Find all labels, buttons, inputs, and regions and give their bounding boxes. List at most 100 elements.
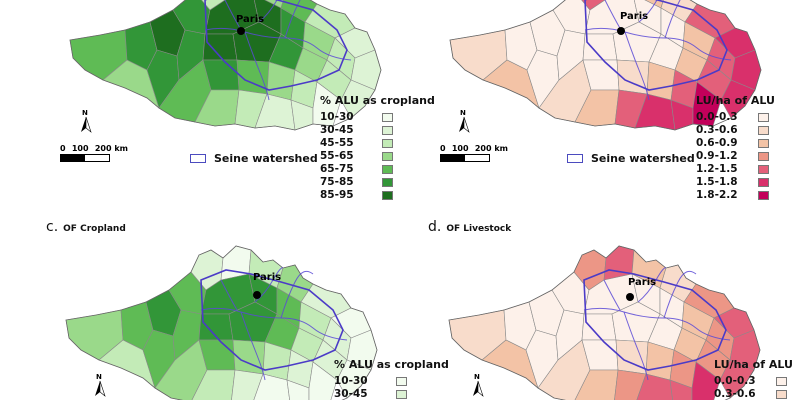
- paris-marker: [237, 27, 245, 35]
- legend-item: 85-95: [320, 189, 435, 201]
- legend-item-label: 10-30: [320, 111, 354, 123]
- paris-label: Paris: [628, 277, 656, 288]
- river-line: [240, 311, 266, 381]
- legend-item: 1.5-1.8: [696, 176, 775, 188]
- watershed-swatch: [567, 154, 583, 163]
- north-arrow-icon: N: [92, 372, 108, 398]
- paris-marker: [617, 27, 625, 35]
- legend-title: LU/ha of ALU: [696, 94, 775, 107]
- map-region: [231, 369, 264, 400]
- legend-item: 0.3-0.6: [714, 388, 793, 400]
- legend-swatch: [382, 125, 393, 135]
- legend-item: 0.9-1.2: [696, 150, 775, 162]
- river-line: [623, 311, 649, 381]
- legend-item-label: 75-85: [320, 176, 354, 188]
- seine-watershed-outline: [583, 269, 727, 371]
- svg-text:N: N: [474, 373, 480, 381]
- map-d: Paris: [448, 245, 761, 400]
- seine-watershed-outline: [204, 0, 348, 91]
- watershed-legend: Seine watershed: [190, 152, 318, 165]
- paris-marker: [253, 291, 261, 299]
- legend-swatch: [382, 112, 393, 122]
- legend-b: LU/ha of ALU 0.0-0.3 0.3-0.6 0.6-0.9 0.9-1.…: [696, 94, 775, 202]
- legend-item-label: 0.6-0.9: [696, 137, 738, 149]
- map-panel-d: d. OF Livestock Paris N LU/ha of ALU 0.0-…: [400, 200, 800, 400]
- paris-label: Paris: [253, 272, 281, 283]
- map-region: [191, 369, 236, 400]
- legend-item: 10-30: [334, 375, 449, 387]
- legend-item: 0.3-0.6: [696, 124, 775, 136]
- legend-swatch: [758, 125, 769, 135]
- legend-item-label: 30-45: [320, 124, 354, 136]
- legend-item-label: 45-55: [320, 137, 354, 149]
- legend-swatch: [758, 138, 769, 148]
- map-b: Paris: [449, 0, 762, 131]
- legend-swatch: [396, 389, 407, 399]
- legend-item-label: 0.0-0.3: [696, 111, 738, 123]
- legend-item: 30-45: [334, 388, 449, 400]
- paris-label: Paris: [236, 14, 264, 25]
- legend-swatch: [382, 138, 393, 148]
- legend-item: 45-55: [320, 137, 435, 149]
- river-line: [244, 31, 270, 101]
- map-regions: [65, 245, 378, 400]
- legend-item-label: 55-65: [320, 150, 354, 162]
- map-a: Paris: [69, 0, 382, 131]
- legend-item: 30-45: [320, 124, 435, 136]
- river-line: [220, 279, 238, 311]
- map-region: [669, 379, 693, 400]
- country-outline: [448, 245, 761, 400]
- scale-bar: 0 100 200 km: [440, 144, 508, 162]
- river-line: [258, 0, 278, 23]
- legend-item: 0.0-0.3: [696, 111, 775, 123]
- legend-item-label: 10-30: [334, 375, 368, 387]
- watershed-legend: Seine watershed: [567, 152, 695, 165]
- river-network: [200, 267, 348, 381]
- watershed-outline: [583, 269, 727, 371]
- river-network: [204, 0, 352, 101]
- legend-item-label: 0.0-0.3: [714, 375, 756, 387]
- legend-item: 75-85: [320, 176, 435, 188]
- panel-label-c: c. OF Cropland: [46, 219, 126, 235]
- river-line: [638, 0, 658, 23]
- watershed-outline: [200, 269, 344, 371]
- map-region: [691, 361, 721, 400]
- watershed-outline: [584, 0, 728, 91]
- legend-item-label: 1.5-1.8: [696, 176, 738, 188]
- legend-swatch: [758, 151, 769, 161]
- river-line: [664, 0, 681, 39]
- legend-item-label: 0.3-0.6: [714, 388, 756, 400]
- map-region: [253, 373, 290, 400]
- legend-item-label: 1.2-1.5: [696, 163, 738, 175]
- watershed-swatch: [190, 154, 206, 163]
- legend-item: 0.6-0.9: [696, 137, 775, 149]
- paris-marker: [626, 293, 634, 301]
- legend-a: % ALU as cropland 10-30 30-45 45-55 55-65 65…: [320, 94, 435, 202]
- legend-swatch: [758, 190, 769, 200]
- svg-text:N: N: [82, 109, 88, 117]
- river-line: [663, 270, 697, 319]
- legend-item-label: 65-75: [320, 163, 354, 175]
- country-outline: [65, 245, 378, 400]
- legend-title: % ALU as cropland: [334, 358, 449, 371]
- legend-item: 55-65: [320, 150, 435, 162]
- map-regions: [448, 245, 761, 400]
- legend-item: 0.0-0.3: [714, 375, 793, 387]
- legend-title: LU/ha of ALU: [714, 358, 793, 371]
- seine-watershed-outline: [584, 0, 728, 91]
- scale-bar: 0 100 200 km: [60, 144, 128, 162]
- legend-swatch: [382, 177, 393, 187]
- legend-d: LU/ha of ALU 0.0-0.3 0.3-0.6: [714, 358, 793, 401]
- legend-item-label: 0.9-1.2: [696, 150, 738, 162]
- legend-swatch: [396, 376, 407, 386]
- legend-item-label: 0.3-0.6: [696, 124, 738, 136]
- legend-item: 65-75: [320, 163, 435, 175]
- paris-label: Paris: [620, 11, 648, 22]
- legend-swatch: [382, 164, 393, 174]
- map-regions: [69, 0, 382, 131]
- legend-c: % ALU as cropland 10-30 30-45: [334, 358, 449, 401]
- river-line: [284, 0, 301, 39]
- legend-swatch: [758, 112, 769, 122]
- legend-item-label: 30-45: [334, 388, 368, 400]
- country-outline: [69, 0, 382, 131]
